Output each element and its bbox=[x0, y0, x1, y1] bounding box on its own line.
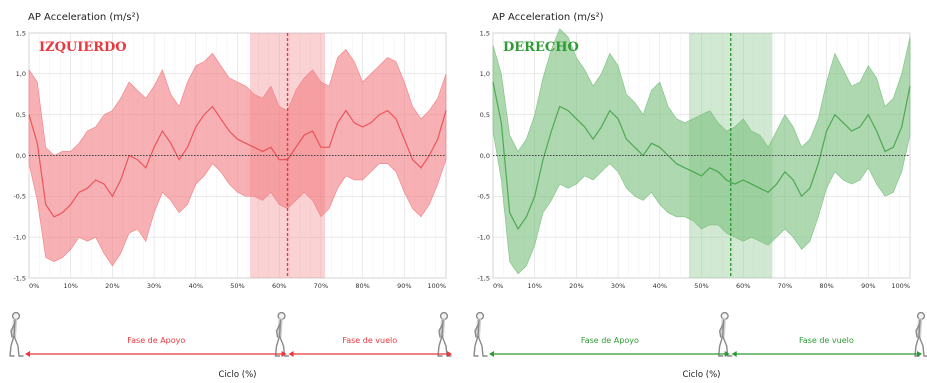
x-tick-label: 90% bbox=[861, 282, 875, 290]
x-tick-label: 70% bbox=[778, 282, 792, 290]
walking-figure-icon bbox=[717, 311, 733, 357]
figure-leg-back bbox=[274, 335, 281, 357]
arrow-head-left bbox=[731, 351, 737, 357]
chart-derecho: AP Acceleration (m/s²)1,5 1,0 0,5 0,0 -0,5 -1… bbox=[473, 12, 927, 380]
figure-leg-back bbox=[717, 335, 724, 357]
x-tick-label: 40% bbox=[189, 282, 203, 290]
chart-izquierdo: AP Acceleration (m/s²)1,5 1,0 0,5 0,0 -0,5 -1… bbox=[9, 12, 452, 380]
x-tick-label: 50% bbox=[694, 282, 708, 290]
figure-arm bbox=[275, 322, 282, 338]
right-chart-panel: AP Acceleration (m/s²) 1,5 1,0 0,5 0,0 -0,5 -1… bbox=[464, 0, 927, 383]
figure-leg-front bbox=[441, 335, 452, 357]
figure-leg-back bbox=[437, 335, 443, 357]
x-tick-label: 0% bbox=[493, 282, 503, 290]
side-label: DERECHO bbox=[503, 40, 579, 55]
side-label: IZQUIERDO bbox=[39, 40, 127, 55]
stance-phase-label: Fase de Apoyo bbox=[127, 336, 185, 345]
figure-leg-front bbox=[278, 335, 290, 357]
x-tick-label: 100% bbox=[427, 282, 446, 290]
figure-leg-front bbox=[477, 335, 488, 357]
x-axis-title: Ciclo (%) bbox=[219, 370, 257, 380]
x-tick-label: 10% bbox=[63, 282, 77, 290]
x-tick-label: 70% bbox=[314, 282, 328, 290]
phase-arrows bbox=[25, 351, 452, 357]
y-tick-label: -0,5 bbox=[13, 193, 26, 201]
swing-phase-label: Fase de vuelo bbox=[799, 336, 854, 345]
walking-figure-icon bbox=[914, 311, 927, 357]
figure-arm bbox=[718, 322, 725, 338]
arrow-head-left bbox=[489, 351, 494, 357]
x-tick-label: 0% bbox=[29, 282, 39, 290]
std-deviation-band bbox=[492, 28, 911, 275]
x-tick-label: 20% bbox=[569, 282, 583, 290]
mean-curve bbox=[28, 105, 447, 218]
x-tick-label: 50% bbox=[230, 282, 244, 290]
x-tick-label: 100% bbox=[891, 282, 910, 290]
mean-curve bbox=[492, 81, 911, 231]
walking-figure-icon bbox=[473, 311, 488, 357]
y-tick-label: 0,0 bbox=[480, 152, 490, 160]
std-deviation-band bbox=[28, 48, 447, 267]
figure-arm bbox=[438, 322, 444, 338]
y-tick-label: 1,5 bbox=[480, 29, 490, 37]
y-axis-title: AP Acceleration (m/s²) bbox=[492, 12, 604, 23]
figure-leg-back bbox=[9, 335, 15, 357]
figure-arm bbox=[474, 322, 480, 338]
left-chart-panel: AP Acceleration (m/s²) 1,5 1,0 0,5 0,0 -0,5 -1… bbox=[0, 0, 463, 383]
figure-leg-back bbox=[473, 335, 479, 357]
y-axis-title: AP Acceleration (m/s²) bbox=[28, 12, 140, 23]
x-tick-label: 20% bbox=[105, 282, 119, 290]
arrow-head-left bbox=[25, 351, 30, 357]
arrow-head-right bbox=[447, 351, 452, 357]
x-tick-label: 90% bbox=[397, 282, 411, 290]
y-tick-label: -1,5 bbox=[13, 274, 26, 282]
y-tick-label: 1,5 bbox=[16, 29, 26, 37]
arrow-head-right bbox=[281, 351, 287, 357]
stance-phase-label: Fase de Apoyo bbox=[581, 336, 639, 345]
x-axis-title: Ciclo (%) bbox=[683, 370, 721, 380]
y-tick-label: 1,0 bbox=[480, 70, 490, 78]
y-tick-label: -0,5 bbox=[477, 193, 490, 201]
x-tick-label: 60% bbox=[272, 282, 286, 290]
x-tick-label: 10% bbox=[527, 282, 541, 290]
y-tick-label: 0,5 bbox=[16, 111, 26, 119]
x-tick-label: 40% bbox=[653, 282, 667, 290]
figure-leg-front bbox=[13, 335, 24, 357]
x-tick-label: 80% bbox=[819, 282, 833, 290]
arrow-head-right bbox=[917, 351, 922, 357]
x-tick-label: 60% bbox=[736, 282, 750, 290]
figure-leg-front bbox=[918, 335, 927, 357]
walking-figure-icon bbox=[9, 311, 24, 357]
phase-arrows bbox=[489, 351, 922, 357]
figure-arm bbox=[10, 322, 16, 338]
arrow-head-left bbox=[288, 351, 294, 357]
y-tick-label: 1,0 bbox=[16, 70, 26, 78]
y-tick-label: 0,5 bbox=[480, 111, 490, 119]
walking-figure-icon bbox=[274, 311, 290, 357]
swing-phase-label: Fase de vuelo bbox=[342, 336, 397, 345]
figure-arm bbox=[915, 322, 921, 338]
y-tick-label: -1,0 bbox=[13, 233, 26, 241]
x-tick-label: 80% bbox=[355, 282, 369, 290]
y-tick-label: 0,0 bbox=[16, 152, 26, 160]
y-tick-label: -1,0 bbox=[477, 233, 490, 241]
x-tick-label: 30% bbox=[611, 282, 625, 290]
x-tick-label: 30% bbox=[147, 282, 161, 290]
figure-leg-front bbox=[721, 335, 733, 357]
walking-figure-icon bbox=[437, 311, 452, 357]
y-tick-label: -1,5 bbox=[477, 274, 490, 282]
arrow-head-right bbox=[724, 351, 730, 357]
